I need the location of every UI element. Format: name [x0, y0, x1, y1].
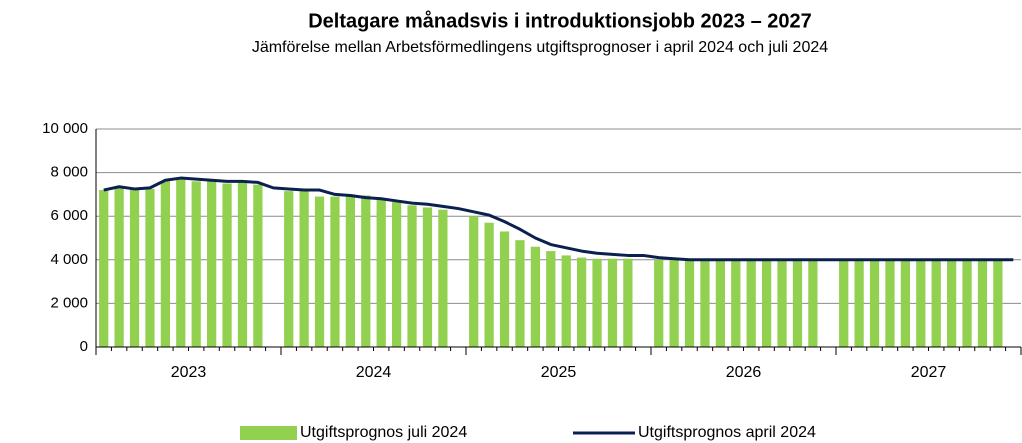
bar	[284, 191, 294, 347]
bar	[330, 196, 340, 347]
bar	[700, 259, 710, 347]
bar	[854, 259, 864, 347]
bar	[145, 188, 155, 347]
bar	[885, 259, 895, 347]
bar	[314, 196, 325, 347]
bar	[361, 195, 371, 347]
bar	[191, 181, 201, 347]
bar	[808, 259, 818, 347]
bar	[222, 183, 232, 347]
bar	[777, 259, 787, 347]
bar	[654, 259, 664, 347]
x-group-label: 2025	[541, 364, 577, 381]
legend-label: Utgiftsprognos juli 2024	[300, 424, 467, 441]
bar	[530, 246, 540, 347]
y-tick-label: 10 000	[42, 120, 88, 137]
bar	[299, 190, 309, 347]
bar	[515, 240, 525, 347]
bar	[900, 259, 910, 347]
bar	[839, 259, 849, 347]
line	[103, 176, 1014, 262]
bar	[484, 222, 494, 347]
bar	[916, 259, 926, 347]
y-tick-label: 0	[80, 338, 88, 355]
bar	[207, 181, 217, 347]
bar	[392, 202, 402, 347]
x-group-label: 2027	[911, 364, 947, 381]
y-tick-label: 6 000	[50, 207, 88, 224]
y-tick-label: 8 000	[50, 164, 88, 181]
bar	[746, 259, 756, 347]
bar	[345, 194, 355, 347]
bar	[607, 258, 618, 347]
x-group-label: 2023	[171, 364, 207, 381]
y-tick-label: 4 000	[50, 251, 88, 268]
legend-label: Utgiftsprognos april 2024	[638, 424, 816, 441]
bar	[253, 184, 263, 347]
bar	[561, 255, 571, 347]
chart-title: Deltagare månadsvis i introduktionsjobb …	[308, 9, 812, 32]
bar	[469, 216, 479, 347]
bar	[499, 231, 510, 347]
bar	[977, 259, 988, 347]
bar	[715, 259, 725, 347]
bar	[546, 251, 556, 347]
bar	[731, 259, 741, 347]
chart-subtitle: Jämförelse mellan Arbetsförmedlingens ut…	[252, 39, 828, 56]
bar	[129, 188, 140, 347]
bar	[407, 205, 417, 347]
bar	[762, 259, 772, 347]
legend-swatch	[240, 426, 297, 440]
x-group-label: 2024	[356, 364, 392, 381]
bar	[947, 259, 957, 347]
bar	[623, 258, 633, 347]
bar	[669, 259, 679, 347]
x-group-label: 2026	[726, 364, 762, 381]
bar	[684, 259, 695, 347]
bar	[160, 181, 170, 347]
bar	[962, 259, 972, 347]
bar	[422, 207, 433, 347]
bar	[376, 198, 386, 347]
bar	[869, 259, 880, 347]
bar	[237, 182, 248, 347]
bar	[438, 209, 448, 347]
y-tick-label: 2 000	[50, 294, 88, 311]
bar	[592, 258, 602, 347]
bar	[931, 259, 941, 347]
bar	[114, 187, 124, 347]
bar	[99, 190, 109, 347]
bar	[792, 259, 803, 347]
bar	[176, 179, 186, 347]
bar	[577, 257, 587, 347]
bar	[993, 259, 1003, 347]
